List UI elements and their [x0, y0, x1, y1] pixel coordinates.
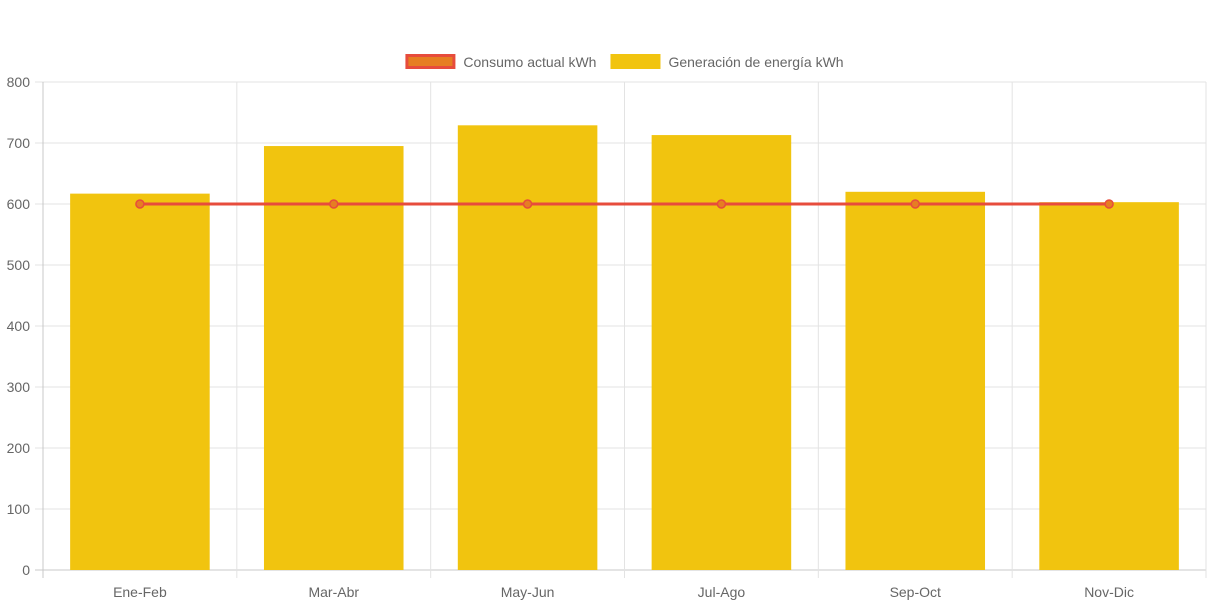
- line-point[interactable]: [1104, 199, 1114, 209]
- line-point[interactable]: [716, 199, 727, 209]
- y-tick-label: 500: [7, 257, 31, 273]
- y-tick-label: 200: [7, 440, 31, 456]
- line-point[interactable]: [329, 199, 339, 209]
- bar[interactable]: [70, 193, 210, 570]
- x-tick-label: Mar-Abr: [308, 584, 359, 600]
- legend-item[interactable]: Consumo actual kWh: [405, 54, 597, 70]
- legend-label: Generación de energía kWh: [668, 54, 843, 70]
- x-axis: Ene-Feb Mar-Abr May-Jun Jul-Ago Sep-Oct Nov-D…: [113, 584, 1134, 600]
- bar[interactable]: [263, 146, 404, 571]
- legend-swatch: [610, 54, 661, 69]
- x-tick-label: May-Jun: [501, 584, 555, 600]
- legend-swatch: [405, 54, 456, 69]
- line-point[interactable]: [522, 199, 533, 209]
- x-tick-label: Sep-Oct: [890, 584, 941, 600]
- line-series: [135, 199, 1114, 209]
- line-point[interactable]: [135, 199, 145, 209]
- x-tick-label: Nov-Dic: [1084, 584, 1134, 600]
- y-tick-label: 700: [7, 135, 31, 151]
- y-tick-label: 800: [7, 74, 31, 90]
- y-tick-label: 0: [22, 562, 30, 578]
- chart-legend: Consumo actual kWh Generación de energía …: [405, 54, 844, 70]
- line-point[interactable]: [910, 199, 920, 209]
- y-tick-label: 400: [7, 318, 31, 334]
- y-tick-label: 100: [7, 501, 31, 517]
- gridlines: [35, 81, 1207, 578]
- x-tick-label: Jul-Ago: [698, 584, 746, 600]
- x-tick-label: Ene-Feb: [113, 584, 167, 600]
- bar[interactable]: [457, 125, 598, 570]
- y-axis: 0 100 200 300 400 500 600 700 800: [7, 74, 31, 578]
- legend-label: Consumo actual kWh: [463, 54, 596, 70]
- bar[interactable]: [1039, 202, 1179, 571]
- y-tick-label: 300: [7, 379, 31, 395]
- bar[interactable]: [845, 191, 986, 571]
- legend-item[interactable]: Generación de energía kWh: [610, 54, 844, 70]
- y-tick-label: 600: [7, 196, 31, 212]
